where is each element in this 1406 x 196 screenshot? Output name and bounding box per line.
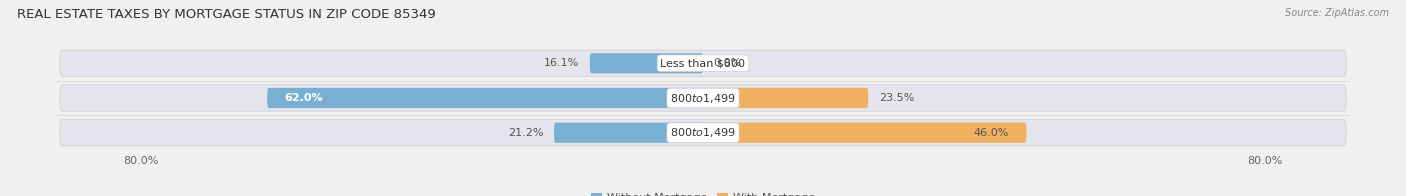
Text: $800 to $1,499: $800 to $1,499 — [671, 92, 735, 104]
Text: 46.0%: 46.0% — [973, 128, 1010, 138]
FancyBboxPatch shape — [60, 120, 1347, 146]
FancyBboxPatch shape — [60, 85, 1347, 111]
Text: 0.0%: 0.0% — [713, 58, 742, 68]
FancyBboxPatch shape — [591, 53, 703, 73]
FancyBboxPatch shape — [703, 88, 868, 108]
Text: 16.1%: 16.1% — [544, 58, 579, 68]
Text: Less than $800: Less than $800 — [661, 58, 745, 68]
Text: Source: ZipAtlas.com: Source: ZipAtlas.com — [1285, 8, 1389, 18]
Legend: Without Mortgage, With Mortgage: Without Mortgage, With Mortgage — [586, 189, 820, 196]
FancyBboxPatch shape — [554, 123, 703, 143]
FancyBboxPatch shape — [703, 123, 1026, 143]
FancyBboxPatch shape — [267, 88, 703, 108]
Text: 21.2%: 21.2% — [508, 128, 543, 138]
Text: $800 to $1,499: $800 to $1,499 — [671, 126, 735, 139]
FancyBboxPatch shape — [60, 50, 1347, 76]
Text: 62.0%: 62.0% — [285, 93, 323, 103]
Text: REAL ESTATE TAXES BY MORTGAGE STATUS IN ZIP CODE 85349: REAL ESTATE TAXES BY MORTGAGE STATUS IN … — [17, 8, 436, 21]
Text: 23.5%: 23.5% — [879, 93, 914, 103]
